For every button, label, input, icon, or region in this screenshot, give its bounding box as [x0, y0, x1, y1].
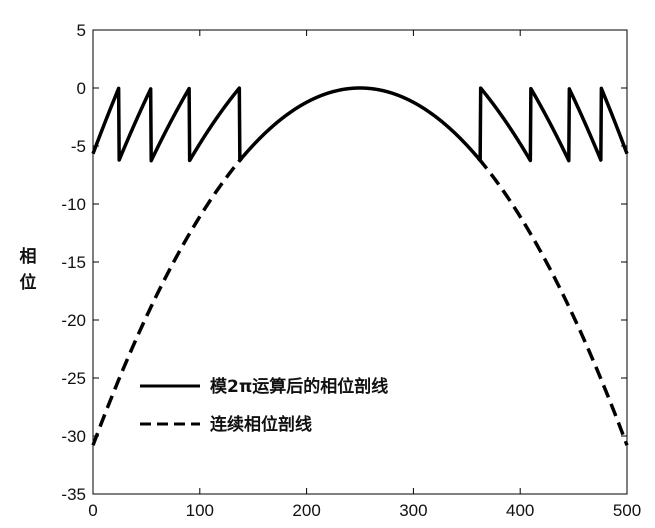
legend-item-wrapped: 模2π运算后的相位剖线	[210, 376, 388, 397]
x-tick-label: 0	[88, 501, 97, 520]
y-tick-label: -20	[61, 311, 86, 330]
y-tick-label: 0	[77, 79, 86, 98]
y-axis-label-char-2: 位	[20, 272, 37, 293]
wrapped-phase-line	[91, 86, 629, 163]
y-tick-label: -15	[61, 253, 86, 272]
x-axis-ticks: 0 100 200 300 400 500	[88, 30, 641, 520]
y-axis-label: 相 位	[20, 246, 37, 293]
legend: 模2π运算后的相位剖线 连续相位剖线	[140, 376, 388, 435]
x-tick-label: 500	[613, 501, 641, 520]
y-tick-label: 5	[77, 21, 86, 40]
x-tick-label: 300	[399, 501, 427, 520]
y-tick-label: -5	[71, 137, 86, 156]
plot-frame	[92, 29, 628, 495]
x-tick-label: 200	[292, 501, 320, 520]
y-tick-label: -10	[61, 195, 86, 214]
x-tick-label: 100	[186, 501, 214, 520]
y-axis-label-char-1: 相	[20, 246, 37, 267]
y-tick-label: -35	[61, 485, 86, 504]
x-tick-label: 400	[506, 501, 534, 520]
continuous-phase-line-right	[477, 157, 629, 446]
continuous-phase-line-left	[91, 157, 243, 446]
y-axis-ticks: 5 0 -5 -10 -15 -20 -25 -30 -35	[61, 21, 627, 504]
y-tick-label: -30	[61, 427, 86, 446]
legend-item-continuous: 连续相位剖线	[210, 414, 312, 435]
y-tick-label: -25	[61, 369, 86, 388]
